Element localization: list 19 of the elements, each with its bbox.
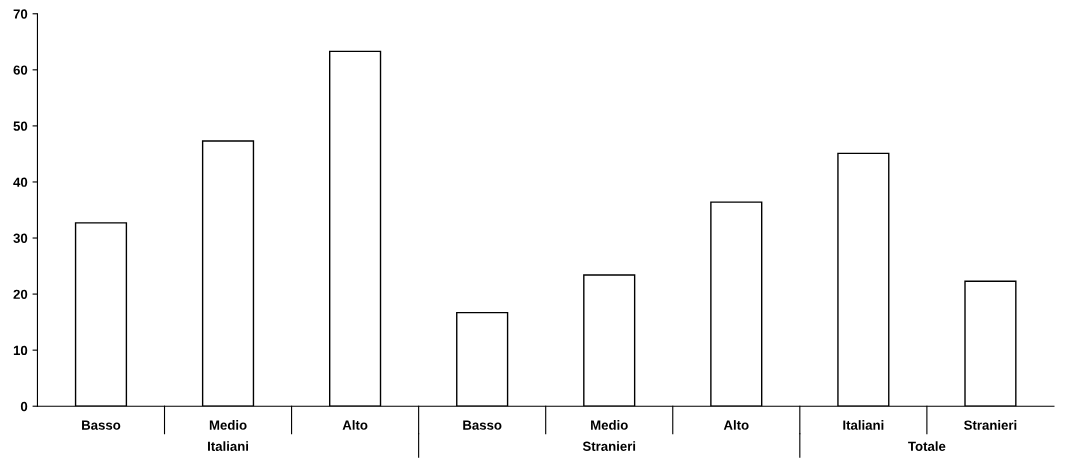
x-tick-label: Basso <box>463 420 502 430</box>
y-tick-label: 10 <box>13 345 28 356</box>
x-tick-label: Medio <box>209 420 247 430</box>
y-tick-label: 50 <box>13 121 28 131</box>
x-tick-label: Basso <box>82 420 121 430</box>
x-tick-label: Alto <box>342 420 368 430</box>
y-tick-label: 30 <box>13 233 28 243</box>
y-tick-label: 40 <box>13 177 28 187</box>
y-tick-label: 20 <box>13 289 28 299</box>
x-tick-label: Alto <box>723 420 749 430</box>
x-tick-label: Italiani <box>843 420 884 430</box>
y-tick-label: 60 <box>13 65 28 75</box>
text: Italiani <box>208 441 249 451</box>
x-tick-label: Medio <box>591 420 628 430</box>
text: Totale <box>908 441 946 451</box>
y-tick-label: 70 <box>13 9 28 19</box>
text: Stranieri <box>582 441 636 451</box>
y-tick-label: 0 <box>20 401 28 412</box>
x-tick-label: Stranieri <box>964 420 1017 430</box>
